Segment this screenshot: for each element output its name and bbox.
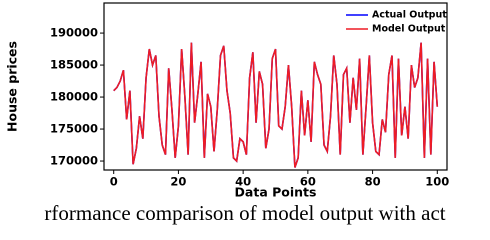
x-tick-label: 20 bbox=[170, 175, 186, 189]
y-tick-label: 180000 bbox=[50, 90, 98, 104]
y-tick-label: 170000 bbox=[50, 154, 98, 168]
y-tick-label: 175000 bbox=[50, 122, 98, 136]
y-tick-label: 190000 bbox=[50, 26, 98, 40]
chart: rformance comparison of model output wit… bbox=[5, 2, 449, 225]
plot-frame bbox=[103, 2, 448, 171]
caption: rformance comparison of model output wit… bbox=[44, 201, 445, 225]
x-tick-label: 60 bbox=[300, 175, 316, 189]
x-tick-label: 0 bbox=[110, 175, 118, 189]
series-line bbox=[113, 42, 439, 168]
y-axis-label: House prices bbox=[5, 41, 20, 132]
legend-label: Model Output bbox=[372, 24, 446, 35]
legend-label: Actual Output bbox=[372, 10, 447, 21]
x-tick-label: 40 bbox=[235, 175, 251, 189]
x-tick-label: 100 bbox=[425, 175, 449, 189]
y-tick-label: 185000 bbox=[50, 58, 98, 72]
x-tick-label: 80 bbox=[365, 175, 381, 189]
x-axis-label: Data Points bbox=[235, 185, 317, 200]
